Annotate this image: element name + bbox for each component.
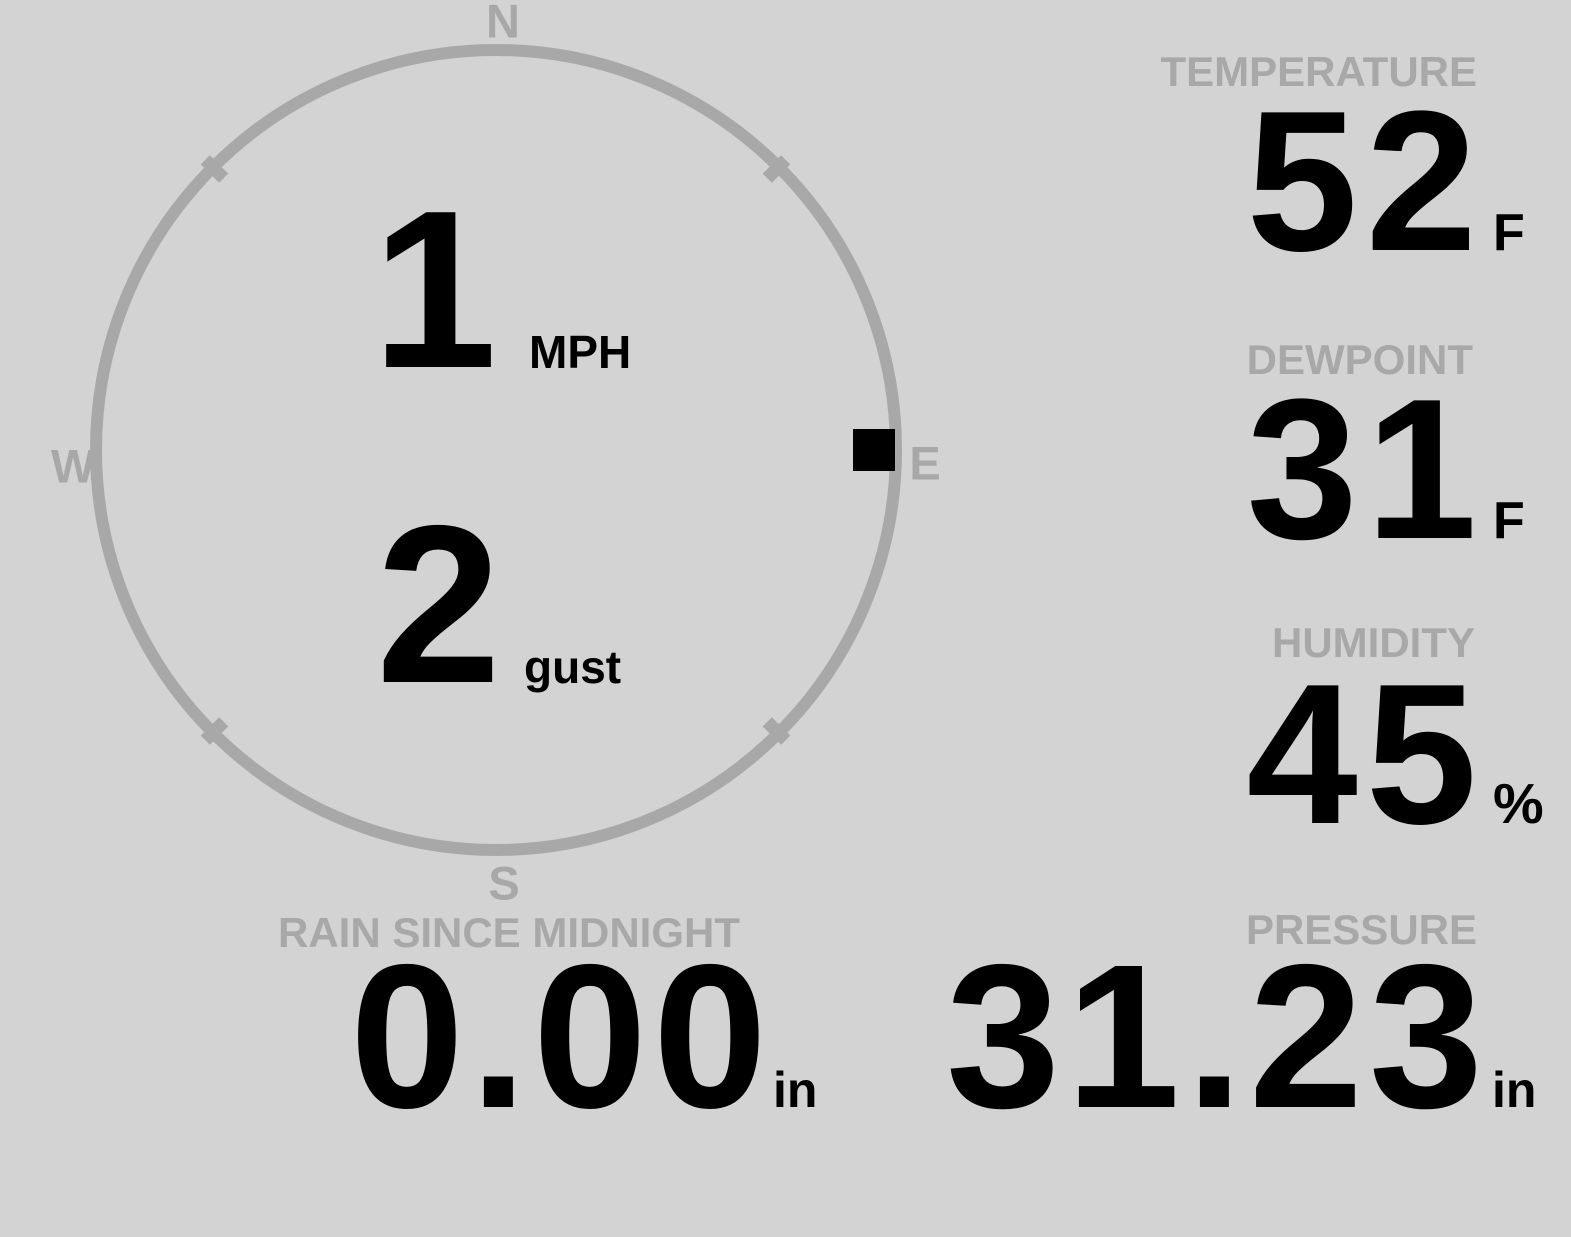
dewpoint-unit: F (1493, 492, 1525, 550)
pressure-value: 31.23 (945, 922, 1489, 1151)
compass-label-west: W (50, 439, 96, 493)
temperature-unit: F (1493, 204, 1525, 262)
pressure-reading: 31.23in (946, 934, 1538, 1139)
humidity-unit: % (1493, 772, 1544, 836)
temperature-value: 52 (1246, 70, 1485, 293)
humidity-label: HUMIDITY (1272, 619, 1475, 666)
dewpoint-reading: 31 F (1247, 370, 1553, 570)
wind-speed-unit: MPH (529, 326, 632, 378)
dewpoint-value: 31 (1246, 358, 1485, 581)
rain-unit: in (773, 1062, 818, 1118)
humidity-reading: 45% (1247, 655, 1553, 855)
wind-direction-marker (853, 429, 895, 471)
humidity-value: 45 (1246, 643, 1485, 866)
compass-label-north: N (486, 0, 520, 48)
pressure-label: PRESSURE (1245, 906, 1477, 953)
dewpoint-label: DEWPOINT (1246, 336, 1473, 383)
rain-value: 0.00 (350, 922, 773, 1151)
rain-reading: 0.00in (350, 934, 819, 1139)
wind-gust-value: 2 (376, 478, 506, 730)
temperature-reading: 52 F (1247, 82, 1553, 282)
pressure-unit: in (1492, 1062, 1537, 1118)
wind-speed-value: 1 (372, 163, 502, 415)
wind-gust-unit: gust (524, 641, 622, 693)
compass-label-east: E (909, 436, 941, 490)
rain-label: RAIN SINCE MIDNIGHT (278, 909, 740, 956)
temperature-label: TEMPERATURE (1160, 48, 1477, 95)
compass-label-south: S (488, 856, 520, 910)
